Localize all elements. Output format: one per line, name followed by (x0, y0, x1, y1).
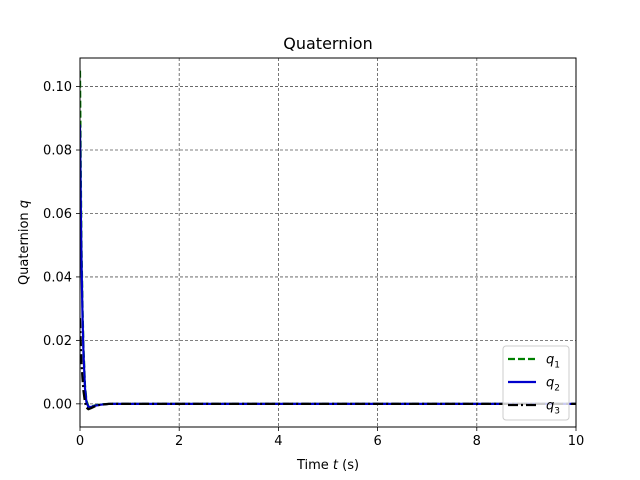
plot-frame (79, 57, 577, 428)
chart-title: Quaternion (283, 34, 372, 53)
y-tick-label: 0.04 (43, 270, 72, 285)
y-tick-label: 0.10 (43, 80, 72, 95)
legend-label-q1: q1 (546, 353, 560, 371)
series-lines (80, 70, 576, 411)
x-tick-label: 4 (274, 434, 282, 449)
x-tick-label: 0 (76, 434, 84, 449)
legend-label-q2: q2 (546, 376, 560, 394)
legend: q1 q2 q3 (502, 345, 570, 421)
series-q3-line (80, 318, 576, 411)
y-axis-label: Quaternion q (17, 200, 32, 285)
plot-area (80, 58, 576, 427)
y-axis-label-variable: q (17, 200, 32, 208)
x-axis-label-suffix: (s) (338, 458, 359, 473)
x-axis-label: Time t (s) (296, 458, 359, 473)
x-axis-label-variable: t (333, 458, 339, 473)
axis-ticks: 0 2 4 6 8 10 0.00 0.02 0.04 0.06 0.08 0.10 (43, 80, 584, 449)
y-tick-label: 0.08 (43, 144, 72, 159)
legend-label-q3: q3 (546, 399, 560, 417)
y-axis-label-prefix: Quaternion (17, 208, 32, 285)
y-tick-label: 0.00 (43, 397, 72, 412)
y-tick-label: 0.06 (43, 207, 72, 222)
x-axis-label-prefix: Time (296, 458, 333, 473)
x-tick-label: 2 (175, 434, 183, 449)
x-tick-label: 10 (568, 434, 585, 449)
x-tick-label: 8 (473, 434, 481, 449)
x-tick-label: 6 (373, 434, 381, 449)
y-tick-label: 0.02 (43, 334, 72, 349)
